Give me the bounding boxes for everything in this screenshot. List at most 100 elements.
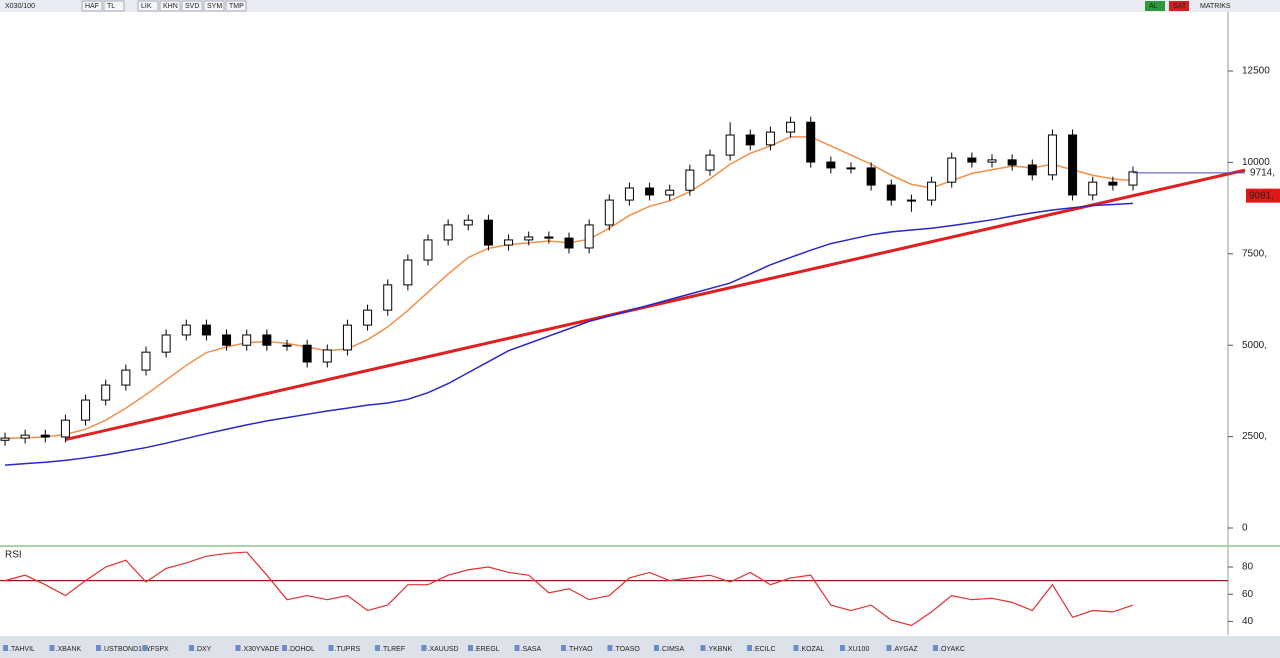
- candle-body: [0, 437, 10, 441]
- candle-body: [846, 167, 856, 170]
- action-label[interactable]: SAT: [1173, 3, 1187, 10]
- candle-body: [463, 219, 473, 226]
- toolbar-button[interactable]: [181, 0, 203, 12]
- candle-body: [342, 324, 352, 351]
- tab-label[interactable]: .OYAKC: [939, 646, 965, 653]
- tab-label[interactable]: .TLREF: [381, 646, 405, 653]
- tab-icon[interactable]: [375, 645, 380, 651]
- candle-body: [121, 369, 131, 386]
- tab-label[interactable]: .USTBOND10Y: [102, 646, 151, 653]
- toolbar-button-label[interactable]: SVD: [185, 3, 199, 10]
- tab-label[interactable]: .TAHVIL: [9, 646, 35, 653]
- tab-icon[interactable]: [700, 645, 706, 651]
- action-label[interactable]: AL: [1149, 3, 1158, 10]
- tab-label[interactable]: .EREGL: [474, 646, 500, 653]
- action-button[interactable]: [1145, 1, 1165, 11]
- y-tick-label: 0: [1242, 523, 1248, 534]
- candle-body: [423, 239, 433, 261]
- tab-label[interactable]: .SASA: [521, 646, 542, 653]
- candle-body: [20, 434, 30, 439]
- tab-icon[interactable]: [142, 645, 148, 651]
- tab-icon[interactable]: [840, 645, 845, 651]
- tab-label[interactable]: .XBANK: [56, 646, 82, 653]
- tab-label[interactable]: .XAUUSD: [428, 646, 459, 653]
- tab-label[interactable]: .CIMSA: [660, 646, 684, 653]
- tab-icon[interactable]: [654, 645, 659, 651]
- candle-body: [302, 344, 312, 363]
- tab-icon[interactable]: [189, 645, 194, 651]
- candle-body: [866, 167, 876, 186]
- candle-body: [765, 131, 775, 146]
- symbol[interactable]: X030/100: [5, 3, 35, 10]
- alert-price-label: 9091,: [1249, 190, 1274, 201]
- tab-label[interactable]: .AYGAZ: [893, 646, 919, 653]
- trendline: [65, 168, 1246, 441]
- toolbar-button-label[interactable]: TL: [107, 3, 115, 10]
- tab-label[interactable]: .XU100: [846, 646, 869, 653]
- toolbar-button-label[interactable]: LIK: [141, 3, 152, 10]
- rsi-line: [4, 551, 1134, 627]
- candle-body: [786, 121, 796, 133]
- tab-icon[interactable]: [96, 645, 101, 651]
- tab-label[interactable]: .YKBNK: [707, 646, 733, 653]
- candle-body: [886, 184, 896, 201]
- moving-average: [4, 202, 1134, 466]
- candle-body: [624, 187, 634, 201]
- toolbar-button-label[interactable]: TMP: [229, 3, 244, 10]
- tab-label[interactable]: .FSPX: [149, 646, 170, 653]
- toolbar-button-label[interactable]: HAF: [85, 3, 99, 10]
- action-button[interactable]: [1169, 1, 1189, 11]
- tab-icon[interactable]: [886, 645, 892, 651]
- tab-icon[interactable]: [514, 645, 520, 651]
- toolbar-button[interactable]: [137, 0, 159, 12]
- tab-label[interactable]: .THYAO: [567, 646, 593, 653]
- tab-icon[interactable]: [607, 645, 613, 651]
- candle-body: [564, 237, 574, 249]
- candle-body: [101, 384, 111, 401]
- candle-body: [201, 324, 211, 336]
- candle-body: [60, 419, 70, 438]
- toolbar-button[interactable]: [81, 0, 103, 12]
- tab-icon[interactable]: [235, 645, 241, 651]
- candle-body: [1088, 181, 1098, 196]
- candle-body: [906, 199, 916, 202]
- tab-icon[interactable]: [282, 645, 287, 651]
- tab-label[interactable]: .DXY: [195, 646, 212, 653]
- tab-label[interactable]: .KOZAL: [800, 646, 825, 653]
- candle-body: [1027, 164, 1037, 176]
- price-panel: [0, 12, 1228, 545]
- candle-body: [383, 284, 393, 311]
- tab-icon[interactable]: [793, 645, 799, 651]
- tab-icon[interactable]: [3, 645, 8, 651]
- tab-icon[interactable]: [49, 645, 55, 651]
- tab-label[interactable]: .X30YVADE: [242, 646, 280, 653]
- toolbar-button[interactable]: [225, 0, 247, 12]
- y-tick-label: 7500,: [1242, 248, 1267, 259]
- tab-icon[interactable]: [468, 645, 473, 651]
- candle-body: [604, 199, 614, 226]
- tab-icon[interactable]: [747, 645, 752, 651]
- tab-icon[interactable]: [561, 645, 566, 651]
- tab-icon[interactable]: [933, 645, 938, 651]
- toolbar-button[interactable]: [103, 0, 125, 12]
- toolbar-button[interactable]: [159, 0, 181, 12]
- y-tick-label: 60: [1242, 589, 1254, 600]
- toolbar-button-label[interactable]: SYM: [207, 3, 222, 10]
- candle-body: [705, 154, 715, 171]
- tab-icon[interactable]: [328, 645, 334, 651]
- y-tick-label: 5000,: [1242, 340, 1267, 351]
- candle-body: [645, 187, 655, 196]
- toolbar-button-label[interactable]: KHN: [163, 3, 178, 10]
- tab-icon[interactable]: [421, 645, 427, 651]
- tab-label[interactable]: .ECILC: [753, 646, 776, 653]
- candle-body: [665, 189, 675, 196]
- candle-body: [967, 157, 977, 163]
- tab-label[interactable]: .TUPRS: [335, 646, 361, 653]
- tab-label[interactable]: .DOHOL: [288, 646, 315, 653]
- candle-body: [524, 236, 534, 241]
- toolbar-button[interactable]: [203, 0, 225, 12]
- tab-label[interactable]: .TOASO: [614, 646, 641, 653]
- candle-body: [40, 434, 50, 438]
